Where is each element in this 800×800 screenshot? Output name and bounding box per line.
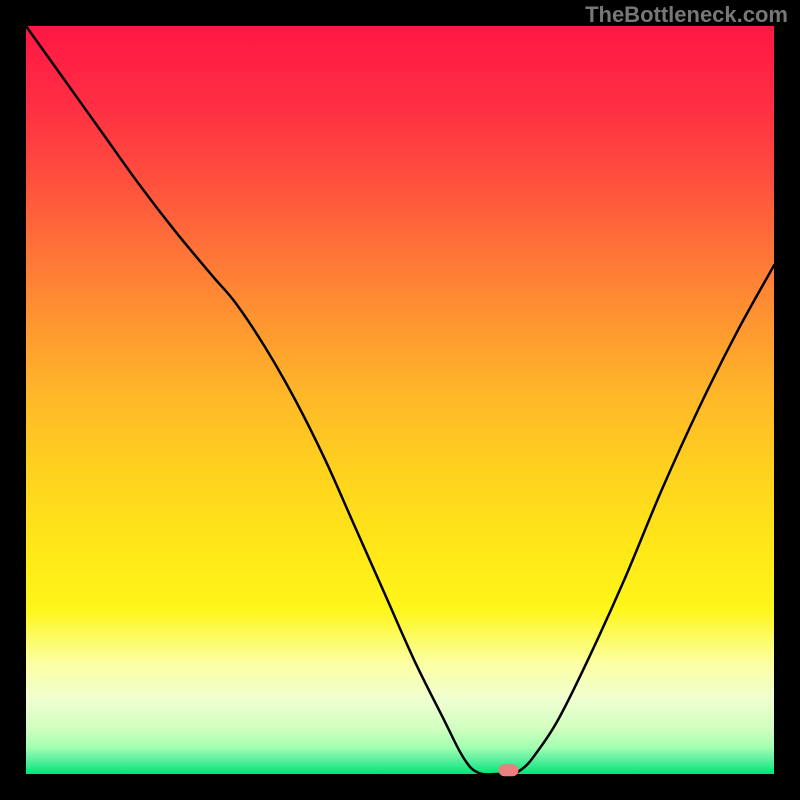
watermark-text: TheBottleneck.com: [585, 2, 788, 28]
chart-svg: [0, 0, 800, 800]
chart-background: [26, 26, 774, 774]
bottleneck-chart: TheBottleneck.com: [0, 0, 800, 800]
optimal-marker: [498, 764, 518, 776]
